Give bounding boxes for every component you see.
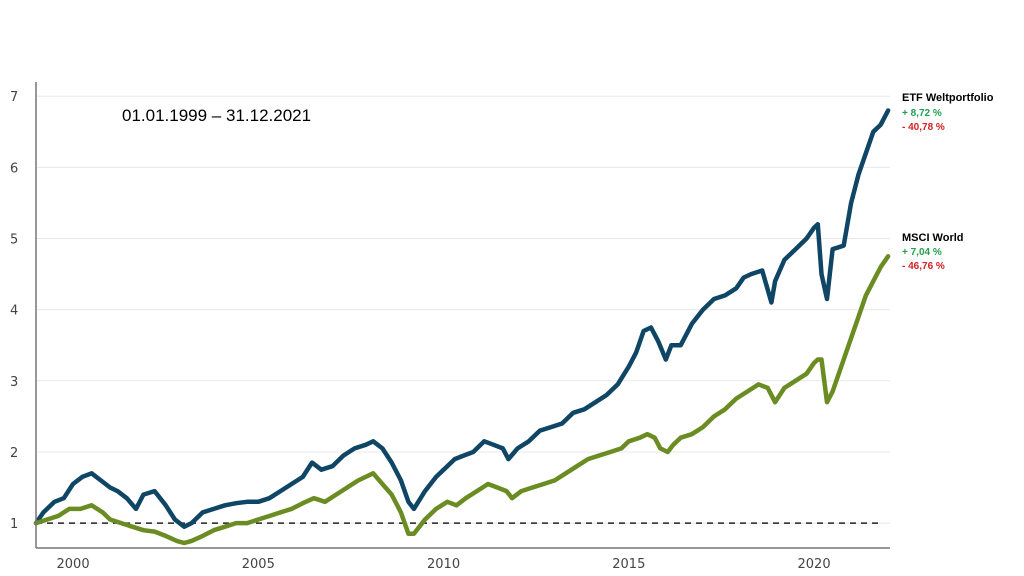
legend-msci-drawdown: - 46,76 % — [902, 261, 945, 272]
y-tick-label-4: 4 — [10, 304, 18, 319]
y-tick-label-6: 6 — [10, 161, 18, 176]
x-tick-label-2000: 2000 — [57, 557, 90, 572]
y-tick-label-5: 5 — [10, 233, 18, 248]
series-lines — [33, 108, 891, 546]
grid — [36, 95, 890, 524]
y-tick-label-2: 2 — [10, 446, 18, 461]
series-line-etf — [33, 108, 891, 529]
legend-etf-drawdown: - 40,78 % — [902, 122, 945, 133]
x-tick-label-2005: 2005 — [242, 557, 275, 572]
y-tick-label-7: 7 — [10, 90, 18, 105]
legend-etf: ETF Weltportfolio + 8,72 % - 40,78 % — [902, 92, 994, 133]
legend-msci: MSCI World + 7,04 % - 46,76 % — [902, 232, 964, 272]
y-tick-label-3: 3 — [10, 375, 18, 390]
x-tick-labels: 2000 2005 2010 2015 2020 — [57, 557, 831, 572]
x-tick-label-2010: 2010 — [427, 557, 460, 572]
date-range-label: 01.01.1999 – 31.12.2021 — [122, 106, 311, 125]
x-tick-label-2015: 2015 — [612, 557, 645, 572]
legend-msci-return: + 7,04 % — [902, 247, 942, 258]
series-line-msci — [33, 254, 891, 546]
y-tick-labels: 1 2 3 4 5 6 7 — [10, 90, 18, 532]
legend-msci-name: MSCI World — [902, 232, 964, 244]
y-tick-label-1: 1 — [10, 517, 18, 532]
legend-etf-return: + 8,72 % — [902, 108, 942, 119]
legend-etf-name: ETF Weltportfolio — [902, 92, 994, 104]
x-tick-label-2020: 2020 — [798, 557, 831, 572]
